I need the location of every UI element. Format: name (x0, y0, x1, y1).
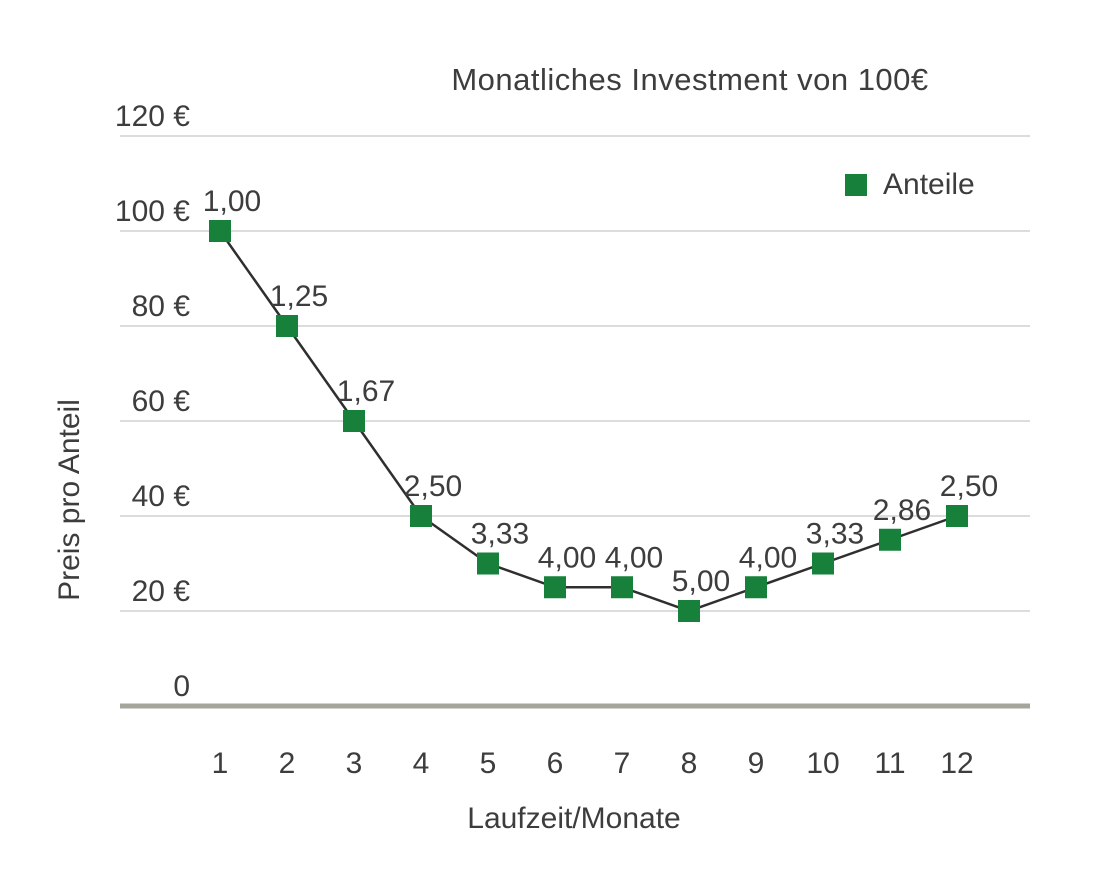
series-line (218, 230, 958, 613)
data-point-label: 3,33 (471, 518, 529, 551)
data-point-label: 2,50 (404, 470, 462, 503)
data-point-marker (745, 576, 767, 599)
data-point-label: 1,25 (270, 280, 328, 313)
chart-title: Monatliches Investment von 100€ (451, 62, 929, 97)
x-tick-label: 8 (681, 747, 698, 780)
data-point-label: 2,50 (940, 470, 998, 503)
data-point-marker (812, 552, 834, 575)
y-tick-label: 0 (173, 670, 190, 703)
data-point-marker (879, 528, 901, 551)
data-point-marker (410, 505, 432, 527)
y-tick-label: 100 € (115, 195, 190, 228)
data-point-label: 2,86 (873, 494, 931, 527)
data-point-marker (544, 576, 566, 599)
data-point-label: 1,67 (337, 375, 395, 408)
data-point-label: 3,33 (806, 518, 864, 551)
y-tick-label: 80 € (132, 290, 191, 323)
y-tick-label: 40 € (132, 480, 191, 513)
legend: Anteile (845, 168, 975, 202)
data-point-marker (678, 600, 700, 622)
data-point-marker (477, 552, 499, 575)
legend-square-icon (845, 174, 867, 196)
x-tick-label: 7 (614, 747, 631, 780)
x-tick-label: 6 (547, 747, 564, 780)
x-tick-label: 2 (279, 747, 296, 780)
y-tick-label: 120 € (115, 100, 190, 133)
data-point-label: 5,00 (672, 565, 730, 598)
y-tick-label: 20 € (132, 575, 191, 608)
data-point-marker (611, 576, 633, 599)
data-point-marker (209, 220, 231, 242)
x-tick-label: 10 (806, 747, 839, 780)
x-tick-label: 11 (874, 747, 905, 780)
x-tick-label: 4 (413, 747, 430, 780)
data-point-label: 1,00 (203, 185, 261, 218)
x-tick-label: 1 (212, 747, 229, 780)
data-point-marker (946, 505, 968, 527)
data-point-label: 4,00 (739, 541, 797, 574)
x-tick-label: 12 (940, 747, 973, 780)
x-tick-label: 3 (346, 747, 363, 780)
legend-label: Anteile (883, 168, 975, 201)
x-axis-title: Laufzeit/Monate (467, 802, 681, 835)
data-point-label: 4,00 (605, 541, 663, 574)
x-tick-label: 9 (748, 747, 765, 780)
data-point-marker (276, 315, 298, 337)
data-point-label: 4,00 (538, 541, 596, 574)
data-point-marker (343, 410, 365, 432)
x-tick-label: 5 (480, 747, 497, 780)
y-tick-label: 60 € (132, 385, 191, 418)
